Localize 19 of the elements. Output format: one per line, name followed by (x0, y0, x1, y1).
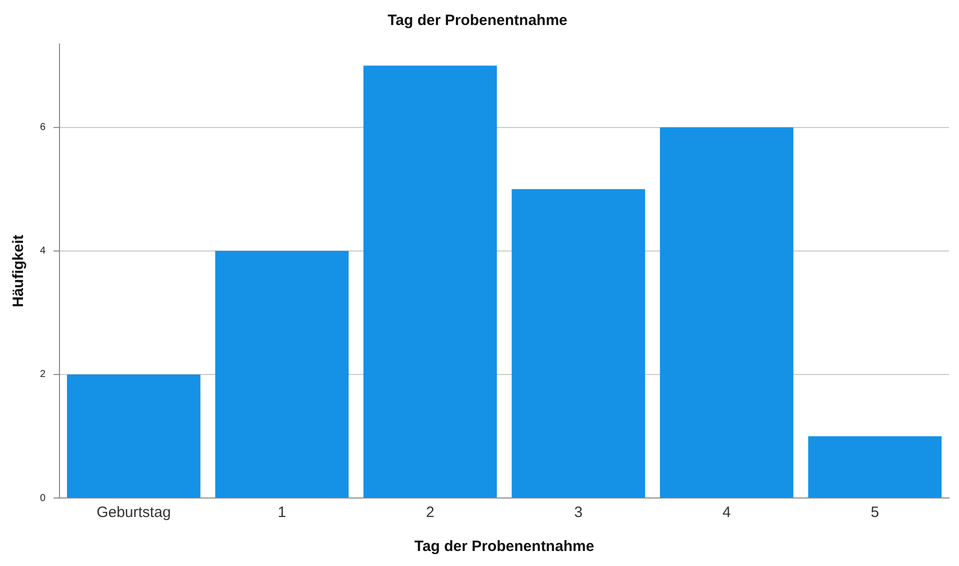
bar (363, 66, 497, 498)
y-tick-label: 6 (40, 122, 46, 134)
x-tick-label: 1 (278, 504, 286, 522)
x-tick-label: 3 (574, 504, 583, 522)
bar (660, 127, 794, 498)
bar (512, 189, 646, 498)
y-tick-label: 0 (40, 492, 46, 504)
bar (66, 374, 200, 498)
x-tick-label: 4 (722, 504, 731, 522)
y-tick-label: 4 (40, 246, 46, 257)
bar (215, 250, 349, 498)
x-tick-label: 5 (870, 504, 880, 522)
x-tick-label: Geburtstag (96, 504, 171, 522)
y-tick-label: 2 (40, 369, 46, 380)
bar (808, 436, 942, 498)
chart-title: Tag der Probenentnahme (388, 12, 568, 30)
x-tick-label: 2 (426, 504, 434, 522)
x-axis-title: Tag der Probenentnahme (414, 538, 594, 556)
y-axis-title: Häufigkeit (10, 234, 28, 308)
